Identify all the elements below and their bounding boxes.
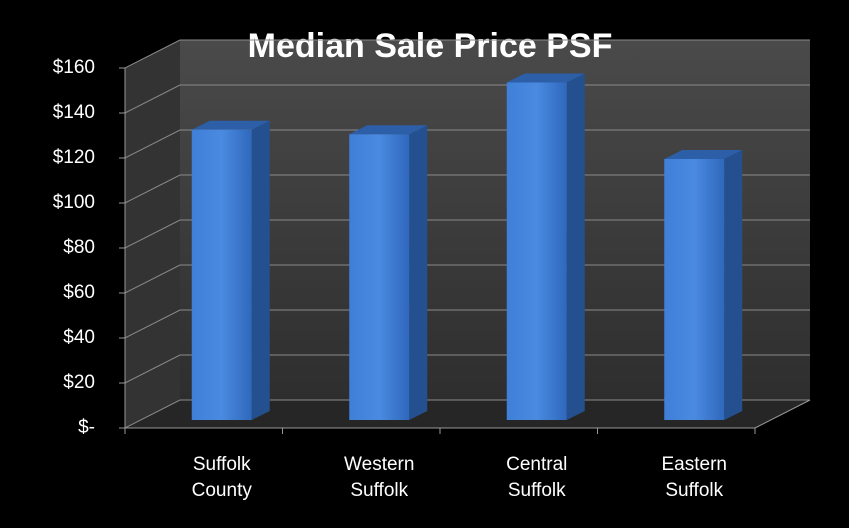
grid-line xyxy=(124,84,810,114)
x-axis-depth xyxy=(754,399,811,429)
bar-side xyxy=(566,73,585,420)
grid-line xyxy=(124,264,810,294)
x-tick-label: Western Suffolk xyxy=(344,454,415,501)
floor xyxy=(125,400,810,428)
grid-line xyxy=(124,399,810,429)
bar-side xyxy=(251,120,270,420)
bar xyxy=(349,134,410,420)
x-tick-label: Central Suffolk xyxy=(506,454,568,501)
grid-line xyxy=(124,129,810,159)
bar-top xyxy=(349,125,428,135)
y-tick-label: $60 xyxy=(63,282,95,303)
y-tick-label: $80 xyxy=(63,237,95,258)
grid-line xyxy=(124,219,810,249)
grid-line xyxy=(124,309,810,339)
bar xyxy=(664,159,725,420)
y-tick-label: $20 xyxy=(63,372,95,393)
y-tick-label: $140 xyxy=(53,102,95,123)
bar xyxy=(506,82,567,420)
bar-top xyxy=(191,120,270,130)
x-tick-label: Suffolk County xyxy=(191,454,252,501)
y-tick-label: $- xyxy=(78,417,95,438)
grid-line xyxy=(124,174,810,204)
y-tick-label: $40 xyxy=(63,327,95,348)
bar-side xyxy=(724,150,743,420)
grid-line xyxy=(124,39,810,69)
bar-top xyxy=(506,73,585,83)
y-tick-label: $160 xyxy=(53,57,95,78)
x-tick-label: Eastern Suffolk xyxy=(661,454,727,501)
bar-side xyxy=(409,125,428,420)
chart-title: Median Sale Price PSF xyxy=(248,27,613,65)
y-tick-label: $120 xyxy=(53,147,95,168)
y-tick-label: $100 xyxy=(53,192,95,213)
bar-top xyxy=(664,150,743,159)
grid-line xyxy=(124,354,810,384)
bar xyxy=(191,129,252,420)
